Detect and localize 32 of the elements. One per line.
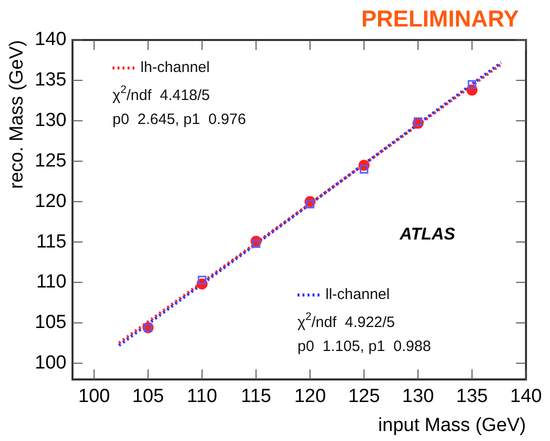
point (414, 117, 422, 126)
y-tick-label: 100 (34, 352, 66, 374)
y-tick-label: 110 (36, 272, 66, 293)
y-axis-title: reco. Mass (GeV) (6, 40, 28, 189)
point (252, 239, 260, 248)
x-tick-label: 100 (78, 386, 110, 408)
y-tick-label: 125 (34, 150, 66, 172)
y-tick-label: 140 (34, 29, 66, 50)
x-tick-label: 125 (348, 386, 380, 408)
point (306, 200, 314, 208)
y-tick-label: 115 (36, 231, 66, 252)
annotation: ATLAS (398, 224, 456, 244)
x-tick-label: 105 (132, 386, 164, 408)
x-tick-label: 115 (240, 386, 272, 408)
y-tick-label: 120 (34, 190, 66, 212)
x-axis-title: input Mass (GeV) (378, 414, 526, 436)
x-tick-label: 135 (456, 386, 488, 408)
y-tick-label: 105 (34, 312, 66, 334)
x-tick-label: 130 (402, 386, 434, 408)
legend-label: ll-channel (326, 286, 390, 304)
point (468, 80, 476, 89)
x-tick-label: 140 (510, 386, 542, 408)
point (360, 165, 368, 174)
y-tick-label: 130 (34, 110, 66, 132)
annotation: p0 1.105, p1 0.988 (298, 338, 431, 356)
annotation: p0 2.645, p1 0.976 (112, 111, 246, 128)
legend-label: lh-channel (140, 59, 210, 76)
x-tick-label: 120 (294, 386, 326, 408)
y-tick-label: 135 (34, 70, 66, 91)
text: PRELIMINARY (361, 5, 519, 32)
point (198, 276, 206, 284)
x-tick-label: 110 (186, 386, 218, 408)
